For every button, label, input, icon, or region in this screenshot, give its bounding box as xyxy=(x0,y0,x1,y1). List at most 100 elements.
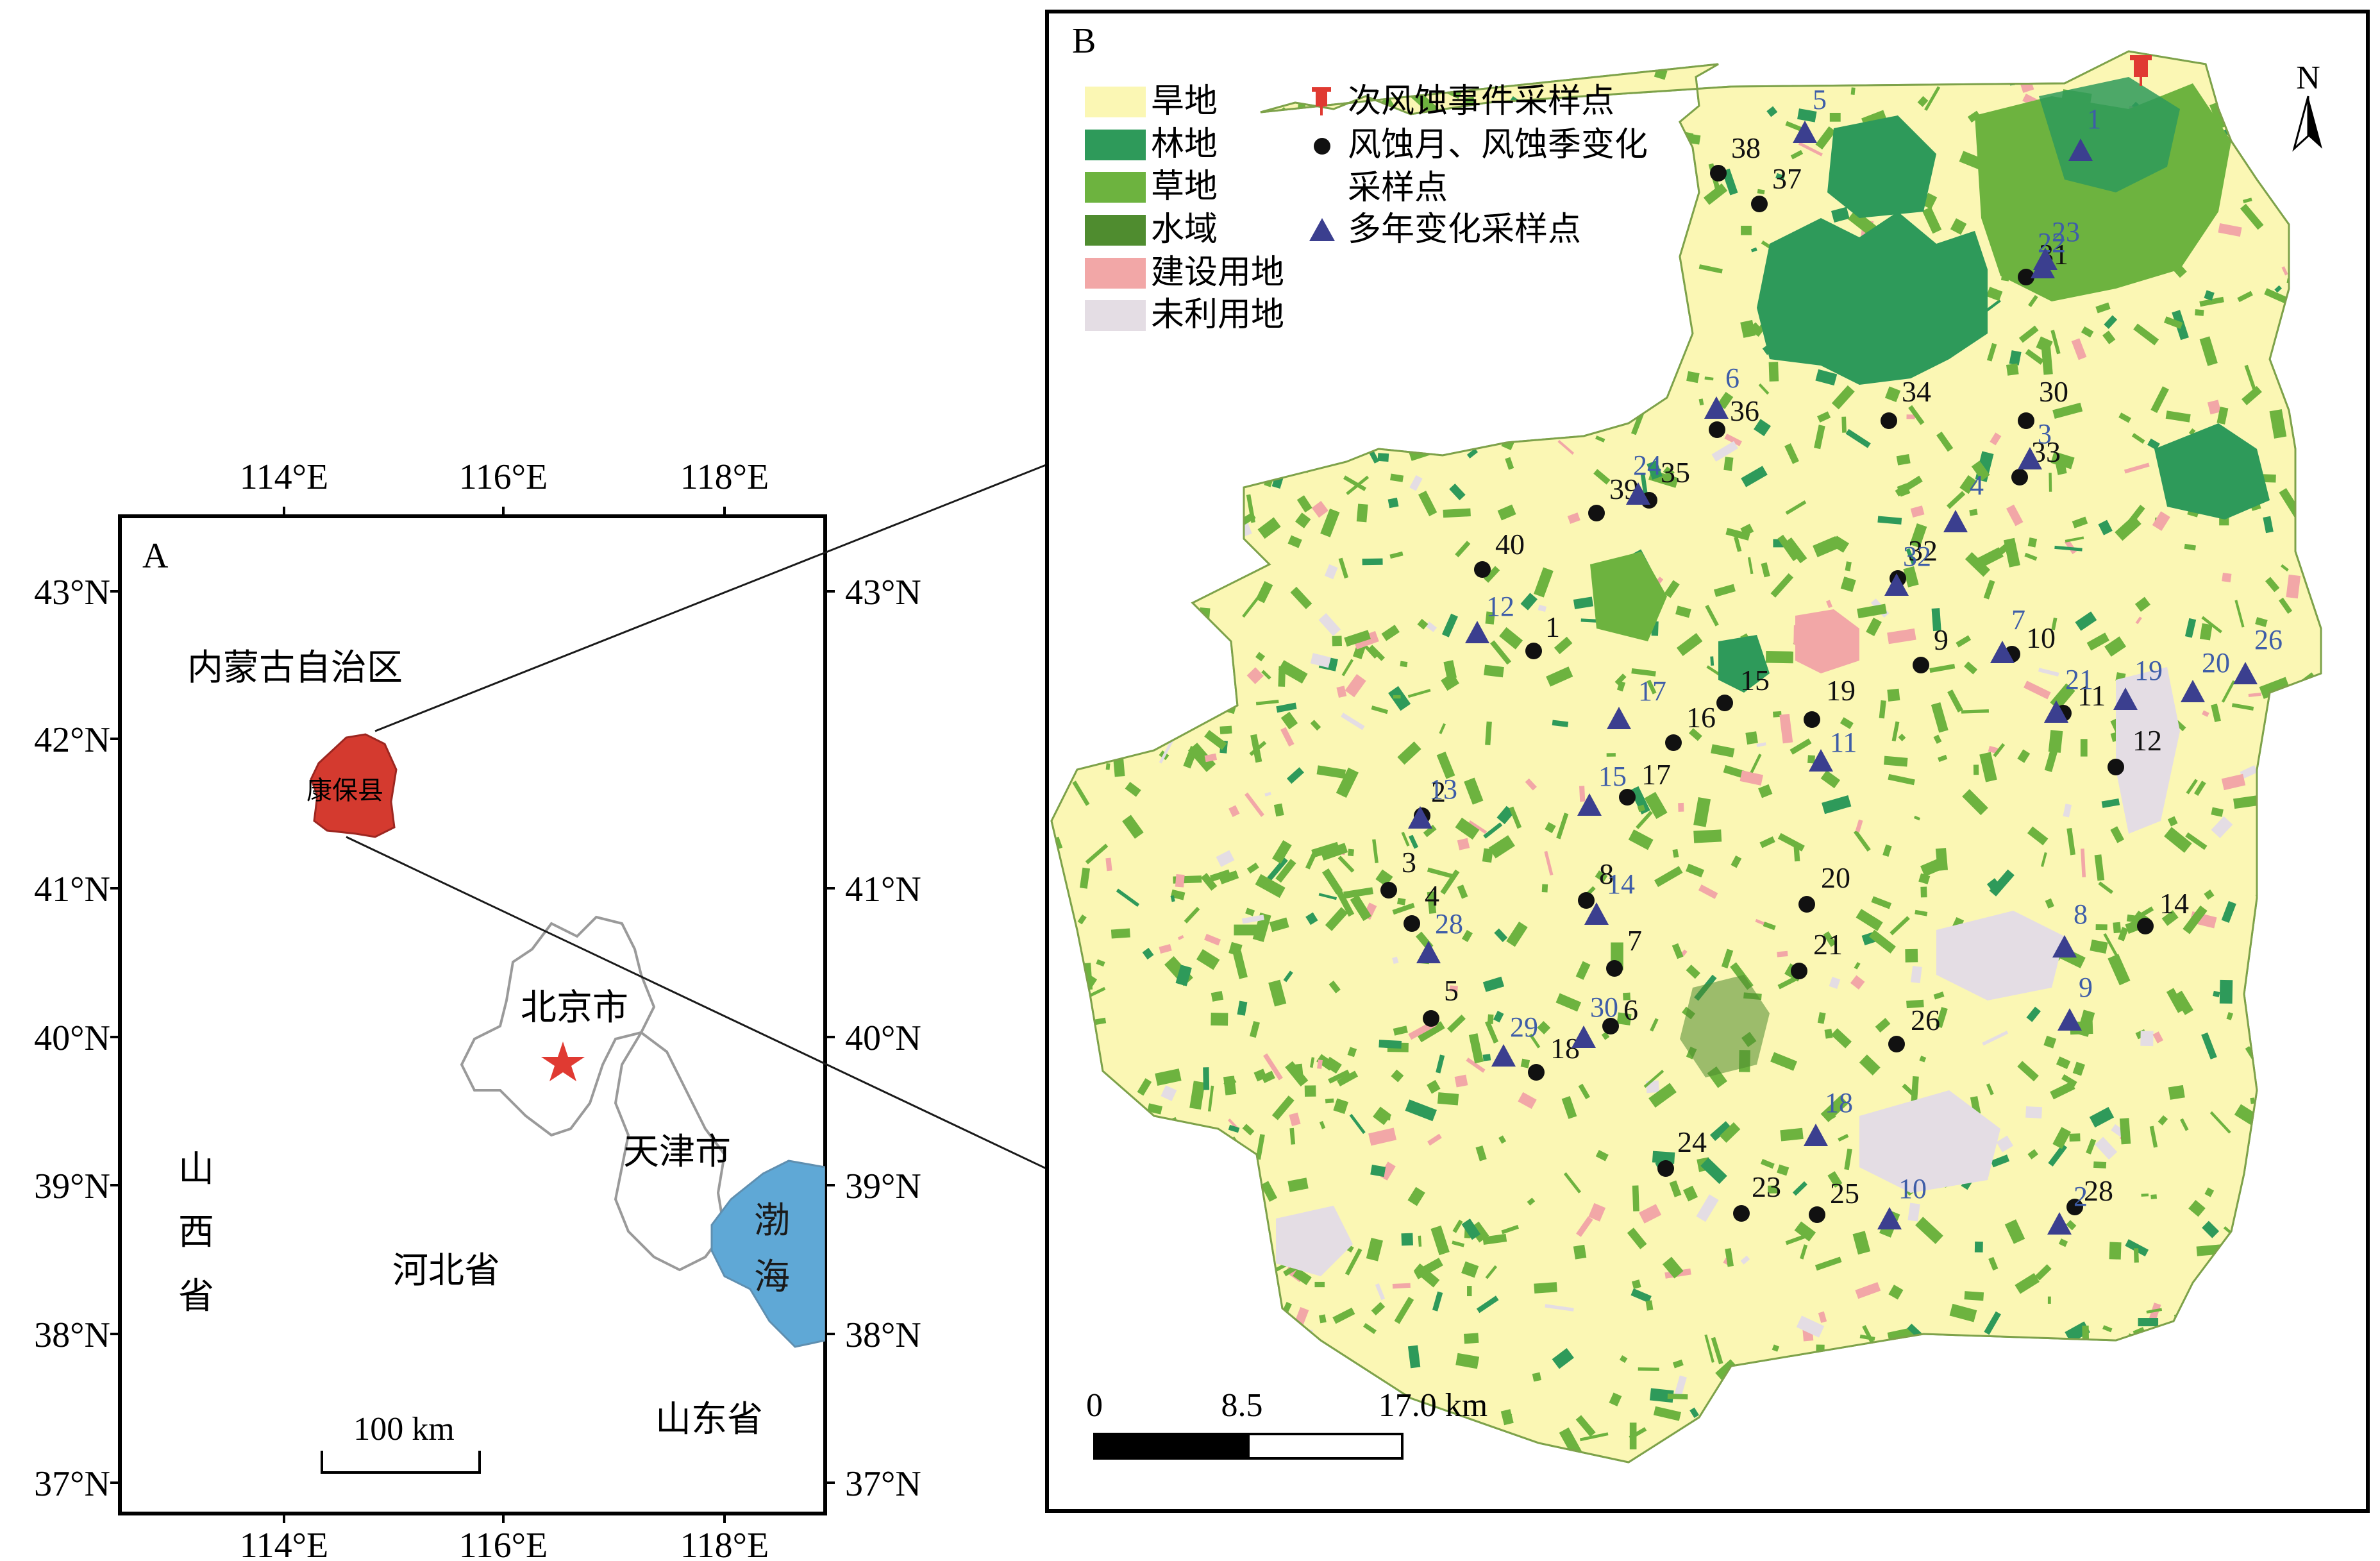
landcover-patch xyxy=(1829,977,1841,989)
landcover-patch xyxy=(1703,183,1728,205)
landcover-patch xyxy=(1920,886,1927,898)
landcover-patch xyxy=(1757,189,1765,194)
multiyear-sample-triangle xyxy=(1809,749,1833,772)
landcover-patch xyxy=(1850,87,1856,95)
landcover-patch xyxy=(1096,959,1105,967)
landcover-patch xyxy=(2168,1084,2185,1100)
multiyear-sample-label: 6 xyxy=(1725,362,1739,394)
tianjin-label: 天津市 xyxy=(623,1131,731,1173)
landcover-patch xyxy=(2081,326,2094,338)
legend-label-unused: 未利用地 xyxy=(1151,296,1284,334)
forest-block-north2 xyxy=(1827,115,1936,218)
landcover-patch xyxy=(1482,1233,1507,1245)
landcover-patch xyxy=(1654,866,1683,888)
legend-event-pin-icon xyxy=(1312,87,1331,115)
landcover-patch xyxy=(1311,501,1328,518)
landcover-patch xyxy=(1576,1216,1593,1237)
landcover-patch xyxy=(1850,975,1865,990)
landcover-patch xyxy=(2113,922,2122,934)
landcover-patch xyxy=(1273,803,1284,817)
monthly-sample-dot xyxy=(1809,1206,1825,1223)
landcover-patch xyxy=(1715,1359,1738,1381)
landcover-patch xyxy=(1906,414,1915,419)
monthly-sample-label: 19 xyxy=(1826,674,1856,707)
landcover-patch xyxy=(1567,512,1580,524)
landcover-patch xyxy=(1436,1054,1445,1074)
landcover-patch xyxy=(2209,1111,2231,1134)
left-tick-39: 39°N xyxy=(34,1167,110,1206)
landcover-patch xyxy=(1142,947,1154,960)
landcover-patch xyxy=(2218,223,2242,237)
top-tick-114: 114°E xyxy=(240,457,329,497)
legend-swatch-grassland xyxy=(1085,172,1146,203)
landcover-patch xyxy=(2018,325,2039,343)
landcover-patch xyxy=(2110,826,2125,843)
landcover-patch xyxy=(1085,843,1109,865)
multiyear-sample-label: 8 xyxy=(2074,899,2088,930)
landcover-patch xyxy=(1484,664,1504,678)
landcover-patch xyxy=(2119,1118,2131,1145)
landcover-patch xyxy=(1814,425,1825,450)
landcover-patch xyxy=(1616,680,1626,692)
left-tick-42: 42°N xyxy=(34,720,110,760)
landcover-patch xyxy=(1750,754,1762,774)
landcover-patch xyxy=(2237,291,2253,303)
landcover-patch xyxy=(1159,739,1174,764)
landcover-patch xyxy=(1711,744,1735,757)
landcover-patch xyxy=(1293,1268,1312,1285)
landcover-patch xyxy=(2071,338,2087,360)
landcover-patch xyxy=(2027,537,2038,548)
water-block-south xyxy=(1680,975,1770,1077)
landcover-patch xyxy=(1905,949,1918,963)
landcover-patch xyxy=(1929,664,1956,673)
landcover-patch xyxy=(1269,917,1289,932)
legend-swatch-construction xyxy=(1085,258,1146,289)
landcover-patch xyxy=(2188,428,2196,435)
landcover-patch xyxy=(2222,573,2232,583)
landcover-patch xyxy=(1554,636,1573,655)
landcover-patch xyxy=(2199,623,2213,641)
landcover-patch xyxy=(1400,661,1408,668)
landcover-patch xyxy=(1674,1375,1687,1397)
landcover-patch xyxy=(1741,226,1752,235)
landcover-patch xyxy=(1906,999,1924,1009)
landcover-patch xyxy=(1838,1133,1849,1142)
landcover-patch xyxy=(1627,1228,1647,1249)
landcover-patch xyxy=(1204,753,1218,763)
right-tick-39: 39°N xyxy=(845,1167,921,1206)
landcover-patch xyxy=(1824,1029,1833,1039)
landcover-patch xyxy=(1557,439,1575,455)
landcover-patch xyxy=(1986,1083,1994,1095)
landcover-patch xyxy=(1352,645,1366,659)
landcover-patch xyxy=(1682,1185,1698,1202)
landcover-patch xyxy=(1868,929,1896,954)
monthly-sample-label: 24 xyxy=(1677,1126,1707,1158)
landcover-patch xyxy=(1418,1235,1422,1247)
landcover-patch xyxy=(1891,721,1900,741)
landcover-patch xyxy=(1903,566,1919,587)
landcover-patch xyxy=(1766,651,1794,664)
monthly-sample-label: 35 xyxy=(1661,456,1690,489)
landcover-patch xyxy=(1789,738,1812,755)
landcover-patch xyxy=(1447,1015,1466,1033)
landcover-patch xyxy=(2048,1143,2068,1167)
panel-b-scale-mid: 8.5 xyxy=(1221,1387,1263,1424)
landcover-patch xyxy=(2104,636,2127,657)
landcover-patch xyxy=(1847,209,1878,237)
landcover-patch xyxy=(2138,1318,2159,1327)
landcover-patch xyxy=(1734,536,1742,552)
landcover-patch xyxy=(2040,852,2047,867)
landcover-patch xyxy=(1368,1127,1397,1146)
legend-label-construction: 建设用地 xyxy=(1151,253,1284,292)
landcover-patch xyxy=(1461,1261,1479,1278)
landcover-patch xyxy=(2201,616,2222,634)
landcover-patch xyxy=(1361,642,1377,659)
landcover-patch xyxy=(1790,149,1804,160)
landcover-patch xyxy=(1409,475,1423,491)
landcover-patch xyxy=(2118,927,2129,941)
multiyear-sample-label: 20 xyxy=(2202,647,2230,679)
landcover-patch xyxy=(2274,285,2283,293)
landcover-patch xyxy=(1305,912,1318,925)
landcover-patch xyxy=(1468,1033,1484,1064)
landcover-patch xyxy=(1161,1085,1177,1101)
